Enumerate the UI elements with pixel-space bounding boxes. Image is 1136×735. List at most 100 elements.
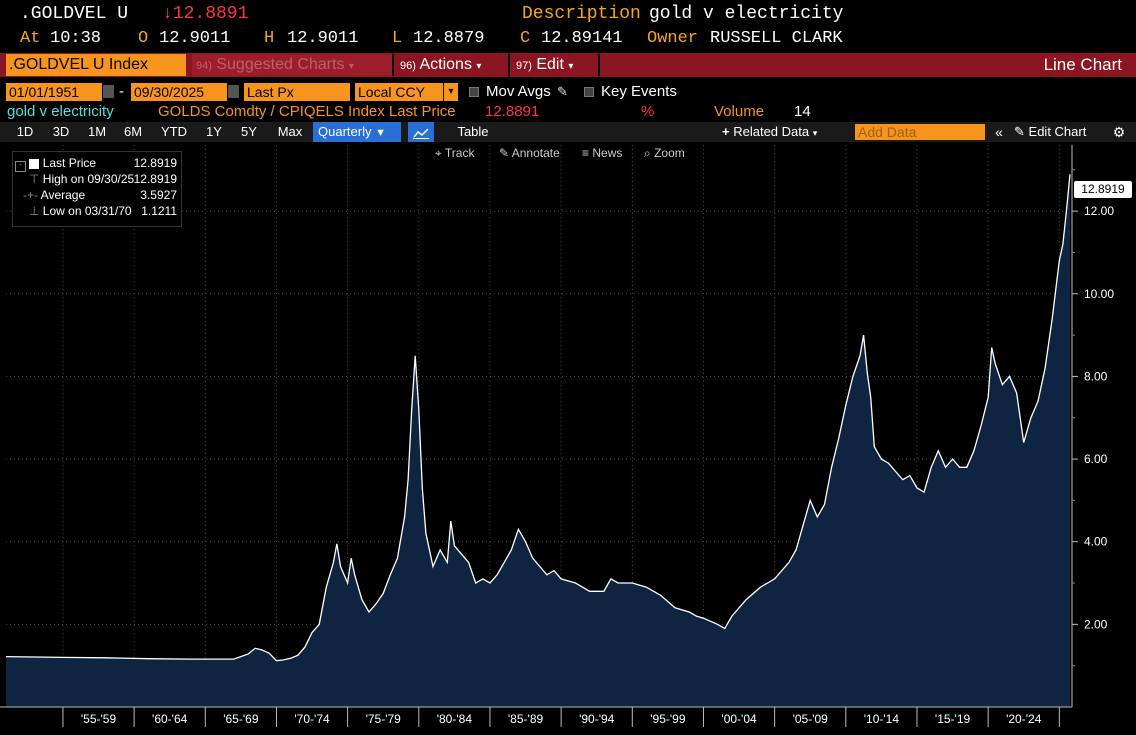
edit-chart-label: Edit Chart xyxy=(1028,124,1087,139)
x-tick-label: '10-'14 xyxy=(864,712,900,726)
low-value: 12.8879 xyxy=(413,29,485,48)
date-dash: - xyxy=(119,83,124,100)
legend-last-label: Last Price xyxy=(42,156,97,170)
period-1m[interactable]: 1M xyxy=(87,124,107,139)
end-date-input[interactable]: 09/30/2025 xyxy=(131,83,227,101)
legend-high-row: ⊤ High on 09/30/25 12.8919 xyxy=(15,171,177,187)
legend-last-value: 12.8919 xyxy=(133,156,177,170)
volume-label: Volume xyxy=(714,103,765,120)
close-value: 12.89141 xyxy=(541,29,623,48)
legend-last-row: - Last Price 12.8919 xyxy=(15,155,177,172)
function-bar xyxy=(0,53,1136,77)
track-label: Track xyxy=(444,146,475,160)
suggested-charts-button[interactable]: 94) Suggested Charts ▾ xyxy=(192,54,392,76)
table-button[interactable]: Table xyxy=(457,124,489,139)
period-6m[interactable]: 6M xyxy=(123,124,143,139)
y-tick-label: 12.00 xyxy=(1084,204,1114,218)
legend-avg-label: Average xyxy=(40,188,86,202)
legend-low-row: ⊥ Low on 03/31/70 1.1211 xyxy=(15,203,177,219)
triangle-down-icon: ▼ xyxy=(375,127,386,139)
legend-high-label: High on 09/30/25 xyxy=(42,172,135,186)
average-marker-icon: -+- xyxy=(23,188,38,202)
period-max[interactable]: Max xyxy=(277,124,303,139)
plus-icon: + xyxy=(722,124,730,139)
chevron-down-icon[interactable]: ▾ xyxy=(444,83,458,101)
news-label: News xyxy=(592,146,623,160)
x-tick-label: '15-'19 xyxy=(935,712,971,726)
period-5y[interactable]: 5Y xyxy=(241,124,257,139)
gear-icon[interactable]: ⚙ xyxy=(1112,124,1126,140)
series-formula: GOLDS Comdty / CPIQELS Index Last Price xyxy=(158,103,456,120)
currency-select[interactable]: Local CCY xyxy=(355,83,443,101)
x-tick-label: '95-'99 xyxy=(650,712,686,726)
at-label: At xyxy=(20,29,41,48)
divider xyxy=(508,54,510,76)
quote-header: .GOLDVEL U ↓12.8891 Description gold v e… xyxy=(0,4,1136,28)
pencil-icon: ✎ xyxy=(1014,124,1025,139)
key-events-label: Key Events xyxy=(601,83,677,100)
series-pct: % xyxy=(641,103,655,120)
y-axis-ticks: 2.00 4.00 6.00 8.00 10.00 12.00 xyxy=(1072,169,1114,667)
calendar-icon[interactable] xyxy=(103,85,114,98)
legend-avg-value: 3.5927 xyxy=(140,188,177,202)
field-select[interactable]: Last Px xyxy=(244,83,350,101)
actions-button[interactable]: 96) Actions ▾ xyxy=(396,54,506,76)
start-date-input[interactable]: 01/01/1951 xyxy=(6,83,102,101)
edit-menu-button[interactable]: 97) Edit ▾ xyxy=(512,54,597,76)
add-data-input[interactable]: Add Data xyxy=(855,124,985,140)
period-1y[interactable]: 1Y xyxy=(206,124,222,139)
x-tick-label: '55-'59 xyxy=(81,712,117,726)
low-marker-icon: ⊥ xyxy=(29,204,40,218)
legend-high-value: 12.8919 xyxy=(133,172,177,186)
zoom-label: Zoom xyxy=(654,146,685,160)
collapse-icon[interactable]: « xyxy=(995,124,1003,140)
chevron-down-icon: ▾ xyxy=(568,61,574,72)
x-tick-label: '00-'04 xyxy=(721,712,757,726)
key-events-checkbox[interactable] xyxy=(584,87,594,97)
track-tool[interactable]: ⌖ Track xyxy=(435,146,474,160)
chevron-down-icon: ▾ xyxy=(476,61,482,72)
chart-type-label[interactable]: Line Chart xyxy=(1043,55,1122,74)
x-tick-label: '60-'64 xyxy=(152,712,188,726)
price-line xyxy=(5,174,1071,662)
open-label: O xyxy=(138,29,149,48)
x-tick-label: '65-'69 xyxy=(223,712,259,726)
x-axis-ticks: '55-'59 '60-'64 '65-'69 '70-'74 '75-'79 '80-'… xyxy=(62,707,1060,727)
last-price-tag: 12.8919 xyxy=(1074,181,1132,198)
annotate-tool[interactable]: ✎ Annotate xyxy=(499,146,560,160)
x-tick-label: '85-'89 xyxy=(508,712,544,726)
annotate-label: Annotate xyxy=(511,146,560,160)
period-3d[interactable]: 3D xyxy=(52,124,70,139)
y-tick-label: 10.00 xyxy=(1084,287,1114,301)
series-swatch xyxy=(29,158,40,169)
high-label: H xyxy=(264,29,275,48)
period-ytd[interactable]: YTD xyxy=(161,124,187,139)
news-tool[interactable]: ≡ News xyxy=(582,146,622,160)
actions-label: Actions xyxy=(419,56,472,73)
close-label: C xyxy=(520,29,531,48)
mov-avgs-checkbox[interactable] xyxy=(469,87,479,97)
related-data-button[interactable]: + Related Data ▾ xyxy=(722,122,842,142)
last-change: ↓12.8891 xyxy=(162,4,249,24)
chevron-down-icon: ▾ xyxy=(812,128,818,138)
legend-avg-row: -+- Average 3.5927 xyxy=(15,187,177,203)
frequency-select[interactable]: Quarterly ▼ xyxy=(313,122,401,142)
series-name: gold v electricity xyxy=(7,103,114,120)
open-value: 12.9011 xyxy=(159,29,231,48)
zoom-tool[interactable]: ⌕ Zoom xyxy=(644,146,685,160)
x-tick-label: '20-'24 xyxy=(1006,712,1042,726)
line-chart-icon[interactable] xyxy=(408,122,434,142)
ticker-symbol: .GOLDVEL U xyxy=(20,4,129,24)
edit-chart-button[interactable]: ✎ Edit Chart xyxy=(1014,122,1110,142)
legend-low-label: Low on 03/31/70 xyxy=(42,204,132,218)
pencil-icon[interactable]: ✎ xyxy=(557,84,568,99)
x-tick-label: '75-'79 xyxy=(366,712,402,726)
calendar-icon[interactable] xyxy=(228,85,239,98)
owner-label: Owner xyxy=(647,29,699,48)
security-field[interactable]: .GOLDVEL U Index xyxy=(6,54,186,76)
y-tick-label: 2.00 xyxy=(1084,617,1108,631)
crosshair-icon: ⌖ xyxy=(435,146,442,160)
period-1d[interactable]: 1D xyxy=(16,124,34,139)
frequency-label: Quarterly xyxy=(318,124,372,139)
